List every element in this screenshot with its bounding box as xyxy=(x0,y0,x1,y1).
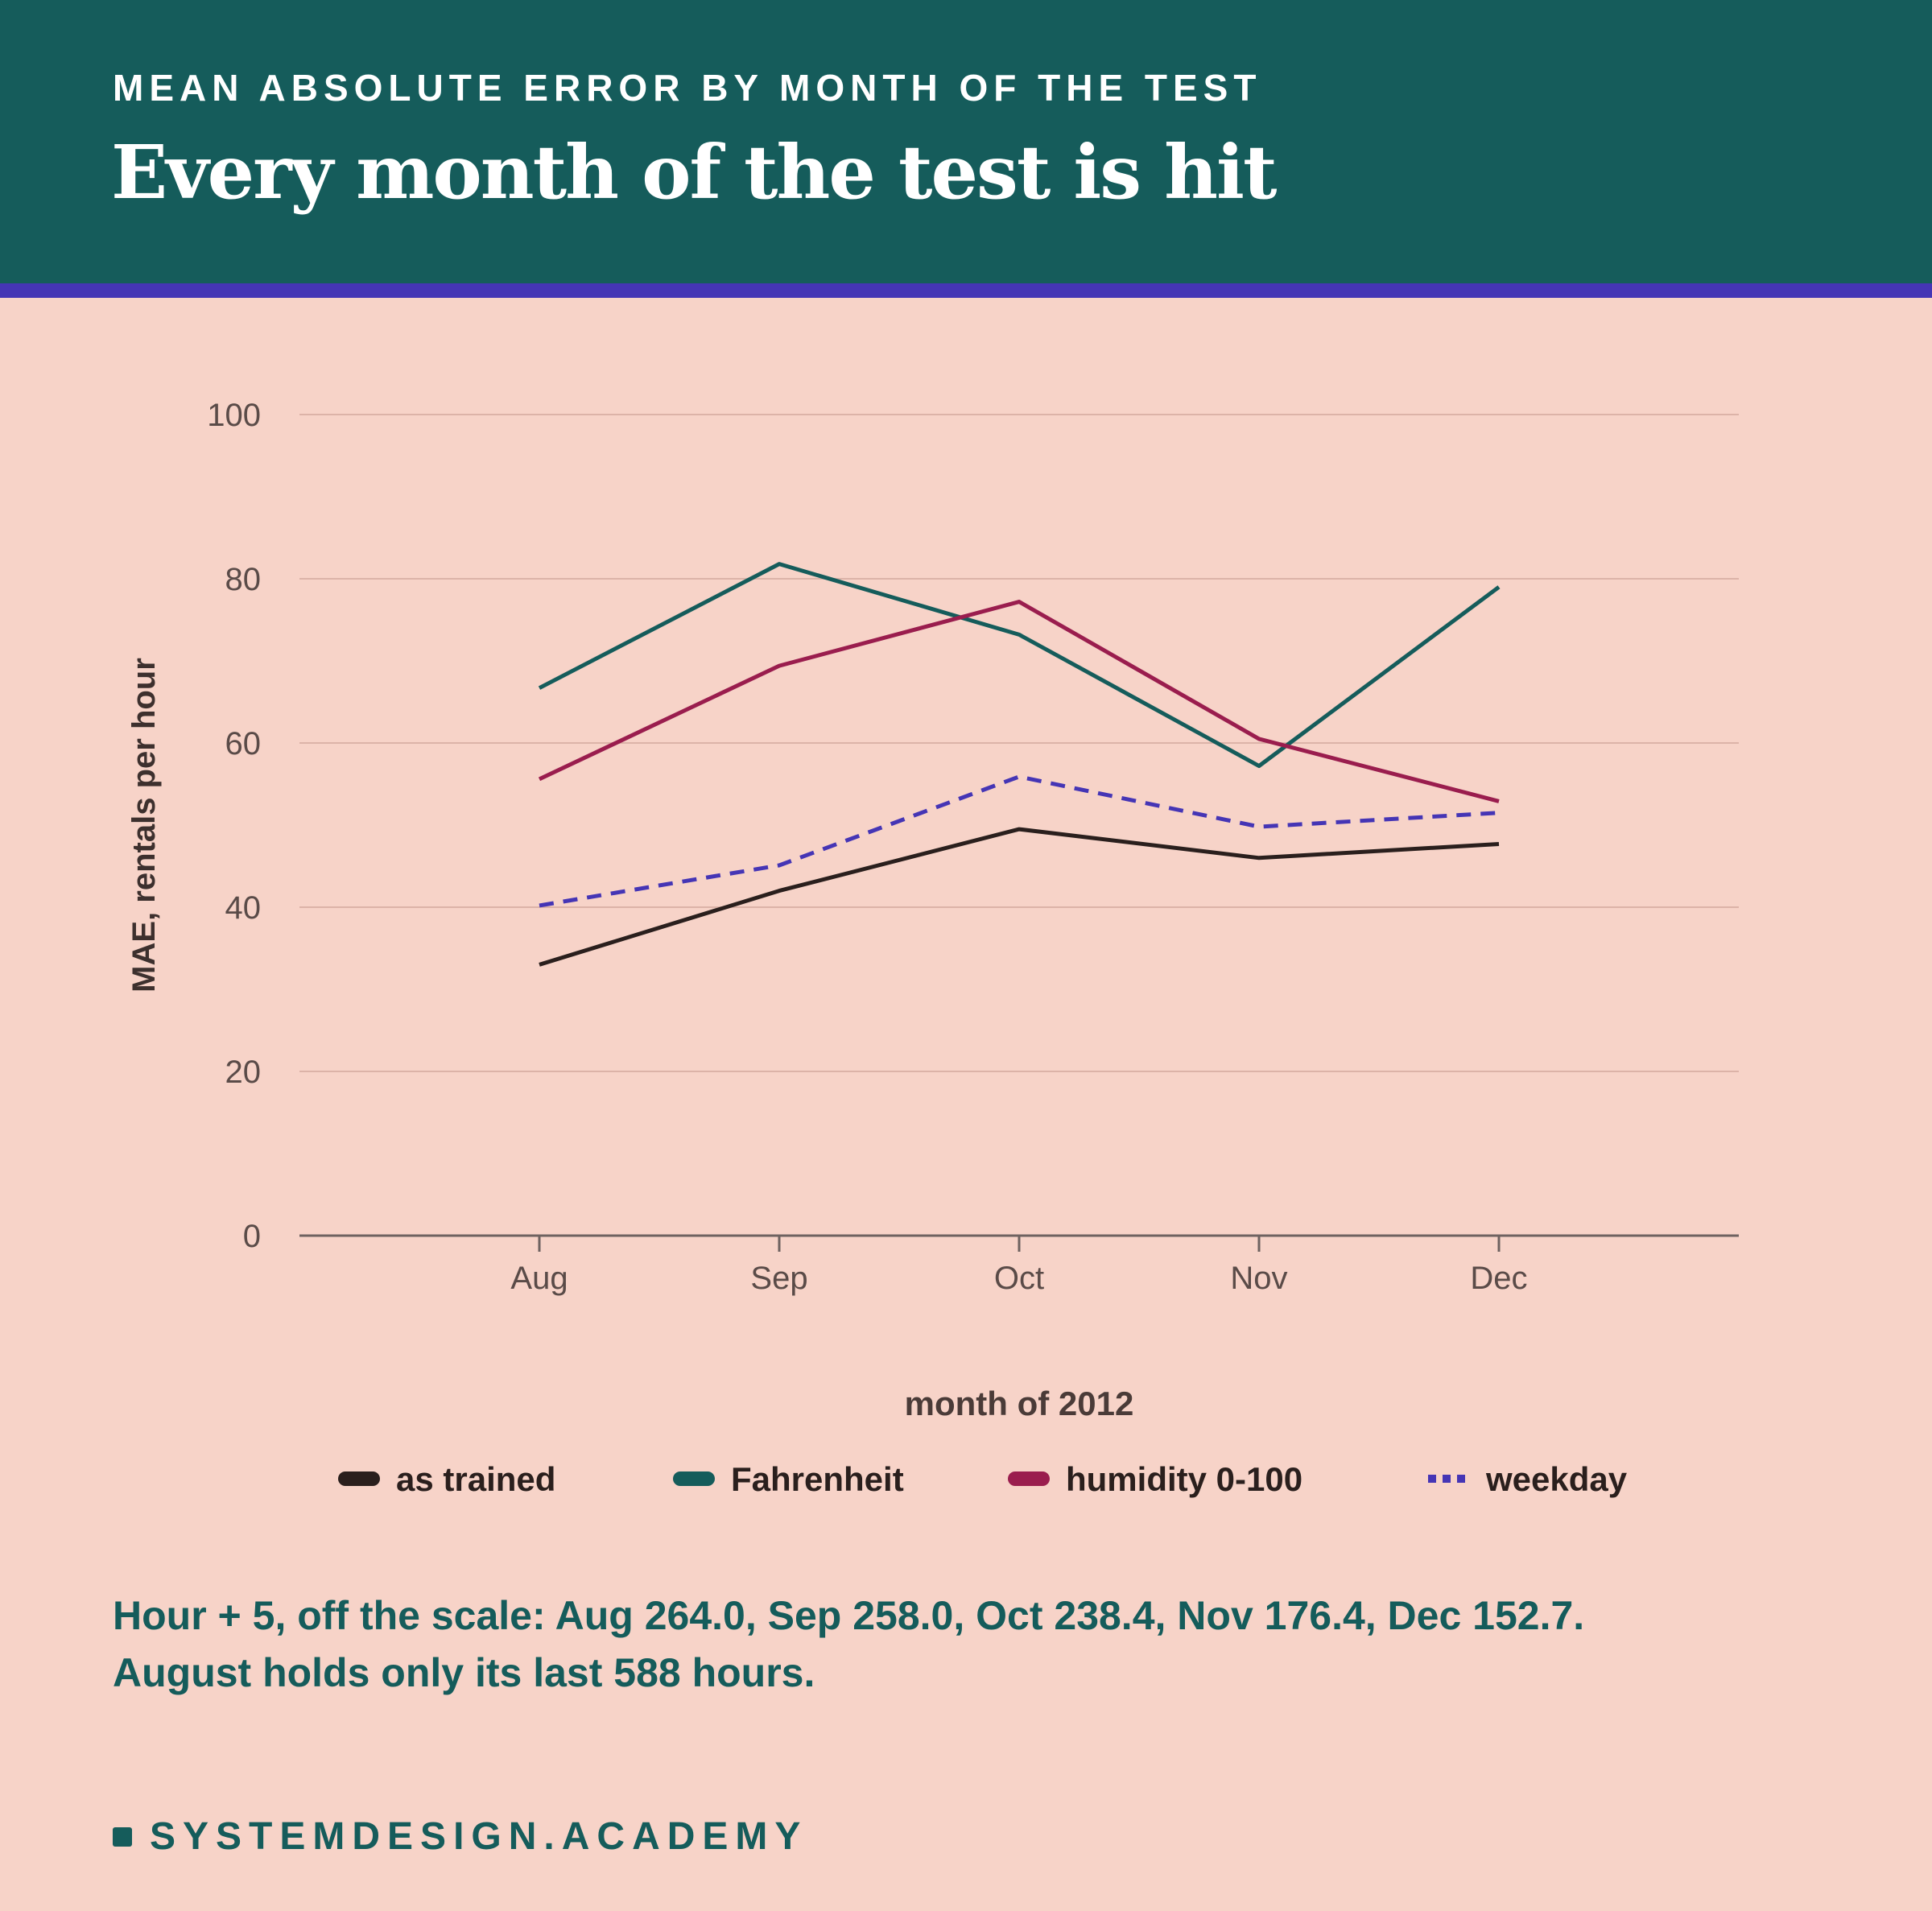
brand-name: SYSTEMDESIGN.ACADEMY xyxy=(150,1815,808,1858)
y-tick-label: 60 xyxy=(225,726,262,762)
legend-swatch xyxy=(1443,1475,1451,1483)
note-line-2: August holds only its last 588 hours. xyxy=(113,1650,815,1695)
legend-swatch xyxy=(338,1471,380,1486)
legend-swatch xyxy=(1428,1475,1436,1483)
legend-label: as trained xyxy=(396,1460,555,1498)
y-axis-title: MAE, rentals per hour xyxy=(126,658,162,993)
series-line-weekday xyxy=(539,774,1500,908)
series-line-as-trained xyxy=(539,827,1500,967)
y-tick-label: 20 xyxy=(225,1055,262,1090)
x-tick-label: Nov xyxy=(1230,1261,1287,1296)
y-tick-label: 80 xyxy=(225,562,262,597)
x-tick-label: Aug xyxy=(510,1261,568,1296)
line-chart: 0 20 40 60 80 100 Aug Sep Oct Nov Dec month of 2012… xyxy=(126,398,1739,1498)
y-tick-label: 100 xyxy=(207,398,261,433)
y-tick-label: 40 xyxy=(225,890,262,926)
x-tick-label: Oct xyxy=(994,1261,1044,1296)
legend-label: humidity 0-100 xyxy=(1066,1460,1302,1498)
brand-square-icon xyxy=(113,1826,132,1847)
brand-footer: SYSTEMDESIGN.ACADEMY xyxy=(113,1814,807,1859)
legend-swatch xyxy=(1457,1475,1465,1483)
accent-rule xyxy=(0,283,1932,298)
x-tick-label: Sep xyxy=(750,1261,807,1296)
legend-label: Fahrenheit xyxy=(731,1460,904,1498)
chart-kicker: MEAN ABSOLUTE ERROR BY MONTH OF THE TEST xyxy=(113,67,1262,109)
legend-label: weekday xyxy=(1485,1460,1628,1498)
series-line-fahrenheit xyxy=(538,562,1501,769)
y-tick-label: 0 xyxy=(243,1219,261,1254)
x-tick-label: Dec xyxy=(1470,1261,1527,1296)
chart-title: Every month of the test is hit xyxy=(111,129,1277,216)
note-line-1: Hour + 5, off the scale: Aug 264.0, Sep … xyxy=(113,1593,1585,1638)
chart-note: Hour + 5, off the scale: Aug 264.0, Sep … xyxy=(113,1587,1843,1702)
header-band xyxy=(0,0,1932,283)
legend-swatch xyxy=(1008,1471,1050,1486)
x-axis-title: month of 2012 xyxy=(905,1385,1134,1422)
legend-swatch xyxy=(673,1471,715,1486)
series-line-humidity-0-100 xyxy=(538,600,1500,803)
